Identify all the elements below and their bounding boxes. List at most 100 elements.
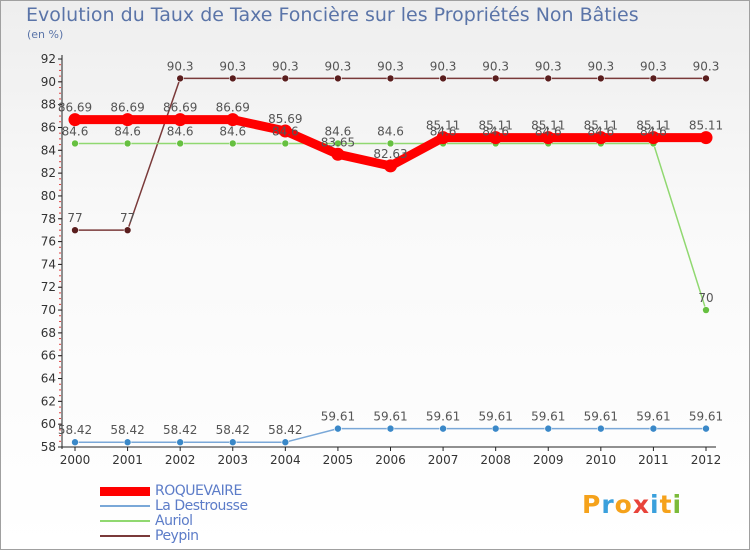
x-tick-label: 2001 — [112, 453, 143, 467]
data-label: 58.42 — [110, 423, 144, 437]
data-label: 90.3 — [587, 59, 614, 73]
legend-swatch — [100, 535, 150, 537]
data-point — [594, 131, 608, 145]
data-label: 85.11 — [531, 119, 565, 133]
data-point — [173, 113, 187, 127]
data-point — [702, 424, 710, 433]
legend-swatch — [100, 505, 150, 507]
x-tick-label: 2006 — [375, 453, 406, 467]
data-point — [228, 438, 237, 447]
data-label: 58.42 — [268, 423, 302, 437]
data-label: 90.3 — [325, 59, 352, 73]
y-tick-label: 66 — [41, 349, 56, 363]
y-tick-label: 84 — [41, 143, 56, 157]
data-label: 85.11 — [636, 119, 670, 133]
data-label: 84.6 — [535, 124, 562, 138]
data-point — [541, 131, 555, 145]
data-label: 84.6 — [377, 124, 404, 138]
data-label: 86.69 — [216, 101, 250, 115]
data-label: 84.6 — [272, 124, 299, 138]
x-tick-label: 2008 — [480, 453, 511, 467]
data-point — [68, 113, 82, 127]
x-tick-label: 2005 — [323, 453, 354, 467]
data-point — [334, 74, 342, 83]
y-tick-label: 58 — [41, 440, 56, 454]
data-point — [228, 74, 237, 83]
data-point — [649, 74, 658, 83]
data-label: 84.6 — [587, 124, 614, 138]
x-tick-label: 2012 — [691, 453, 722, 467]
data-label: 90.3 — [219, 59, 246, 73]
legend-label: Auriol — [155, 513, 193, 529]
legend-label: La Destrousse — [155, 498, 248, 514]
legend-swatch — [100, 487, 150, 496]
data-label: 59.61 — [636, 410, 670, 424]
data-label: 70 — [698, 291, 713, 305]
data-point — [281, 139, 290, 148]
data-point — [544, 74, 553, 83]
data-point — [334, 424, 342, 433]
legend-label: Peypin — [155, 528, 199, 544]
logo-letter: P — [582, 490, 602, 519]
data-label: 86.69 — [110, 101, 144, 115]
logo-letter: o — [614, 490, 633, 519]
x-tick-label: 2007 — [428, 453, 459, 467]
data-point — [176, 139, 184, 148]
data-point — [71, 139, 79, 148]
logo-letter: x — [632, 490, 650, 519]
data-label: 84.6 — [167, 124, 194, 138]
data-label: 90.3 — [693, 59, 720, 73]
data-label: 84.6 — [430, 124, 457, 138]
data-label: 59.61 — [584, 410, 618, 424]
data-label: 82.63 — [373, 147, 407, 161]
data-label: 84.6 — [482, 124, 509, 138]
chart-title: Evolution du Taux de Taxe Foncière sur l… — [26, 4, 639, 26]
data-label: 59.61 — [373, 410, 407, 424]
data-label: 59.61 — [531, 410, 565, 424]
data-point — [702, 306, 710, 314]
y-tick-label: 70 — [41, 303, 56, 317]
data-point — [123, 226, 132, 234]
data-point — [491, 74, 500, 83]
logo-letter: i — [672, 490, 683, 519]
y-tick-label: 86 — [41, 120, 56, 134]
y-tick-label: 72 — [41, 280, 56, 294]
y-tick-label: 64 — [41, 372, 56, 386]
data-label: 59.61 — [321, 410, 355, 424]
x-tick-label: 2011 — [638, 453, 669, 467]
data-label: 90.3 — [272, 59, 299, 73]
data-label: 86.69 — [58, 101, 92, 115]
y-tick-label: 74 — [41, 257, 56, 271]
data-label: 58.42 — [58, 423, 92, 437]
data-point — [384, 159, 397, 173]
logo-letter: t — [659, 490, 673, 519]
data-point — [699, 131, 713, 145]
data-point — [439, 74, 447, 83]
y-tick-label: 76 — [41, 235, 56, 249]
data-point — [702, 74, 710, 83]
data-label: 84.6 — [219, 124, 246, 138]
data-point — [334, 139, 342, 148]
data-label: 90.3 — [535, 59, 562, 73]
data-point — [597, 424, 605, 433]
x-tick-label: 2000 — [60, 453, 91, 467]
data-point — [386, 139, 395, 148]
data-label: 85.11 — [584, 119, 618, 133]
data-point — [123, 438, 132, 447]
data-label: 77 — [67, 211, 82, 225]
legend-swatch — [100, 520, 150, 522]
logo-letter: i — [650, 490, 660, 519]
x-tick-label: 2009 — [533, 453, 564, 467]
x-tick-label: 2002 — [165, 453, 196, 467]
data-point — [597, 74, 605, 83]
data-point — [226, 113, 240, 127]
data-label: 59.61 — [478, 410, 512, 424]
y-tick-label: 88 — [41, 98, 56, 112]
data-point — [436, 131, 450, 145]
y-tick-label: 82 — [41, 166, 56, 180]
data-point — [281, 74, 290, 83]
data-point — [228, 139, 237, 148]
data-label: 84.6 — [114, 124, 141, 138]
